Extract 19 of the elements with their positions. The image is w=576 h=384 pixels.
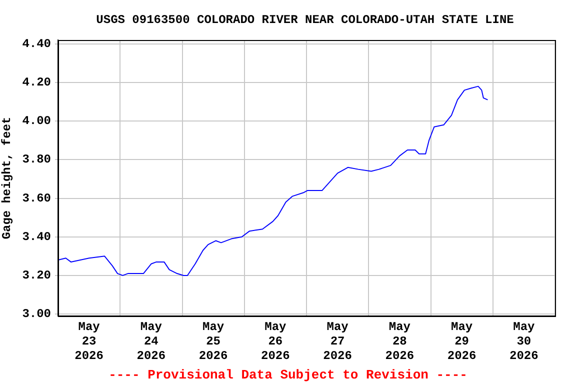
x-tick-label: May 26 2026 <box>261 320 290 364</box>
x-tick-label: May 28 2026 <box>385 320 414 364</box>
y-tick-label: 3.20 <box>22 268 51 282</box>
y-tick-label: 3.80 <box>22 152 51 167</box>
chart-title: USGS 09163500 COLORADO RIVER NEAR COLORADO-UTAH STATE LINE <box>96 13 514 28</box>
x-tick-label: May 24 2026 <box>136 320 166 364</box>
x-tick-label: May 27 2026 <box>323 320 352 364</box>
y-tick-label: 4.00 <box>22 114 51 128</box>
y-tick-label: 3.40 <box>22 230 51 244</box>
y-axis-title: Gage height, feet <box>0 116 14 240</box>
y-tick-label: 4.20 <box>22 75 51 90</box>
text: ---- Provisional Data Subject to Revision ---- <box>108 367 468 382</box>
y-tick-label: 3.00 <box>22 307 51 322</box>
x-tick-label: May 29 2026 <box>447 320 476 364</box>
x-tick-label: May 23 2026 <box>74 320 104 364</box>
y-tick-label: 3.60 <box>22 191 51 206</box>
x-tick-label: May 30 2026 <box>510 320 538 364</box>
x-tick-label: May 25 2026 <box>198 320 228 364</box>
y-tick-label: 4.40 <box>22 36 51 51</box>
